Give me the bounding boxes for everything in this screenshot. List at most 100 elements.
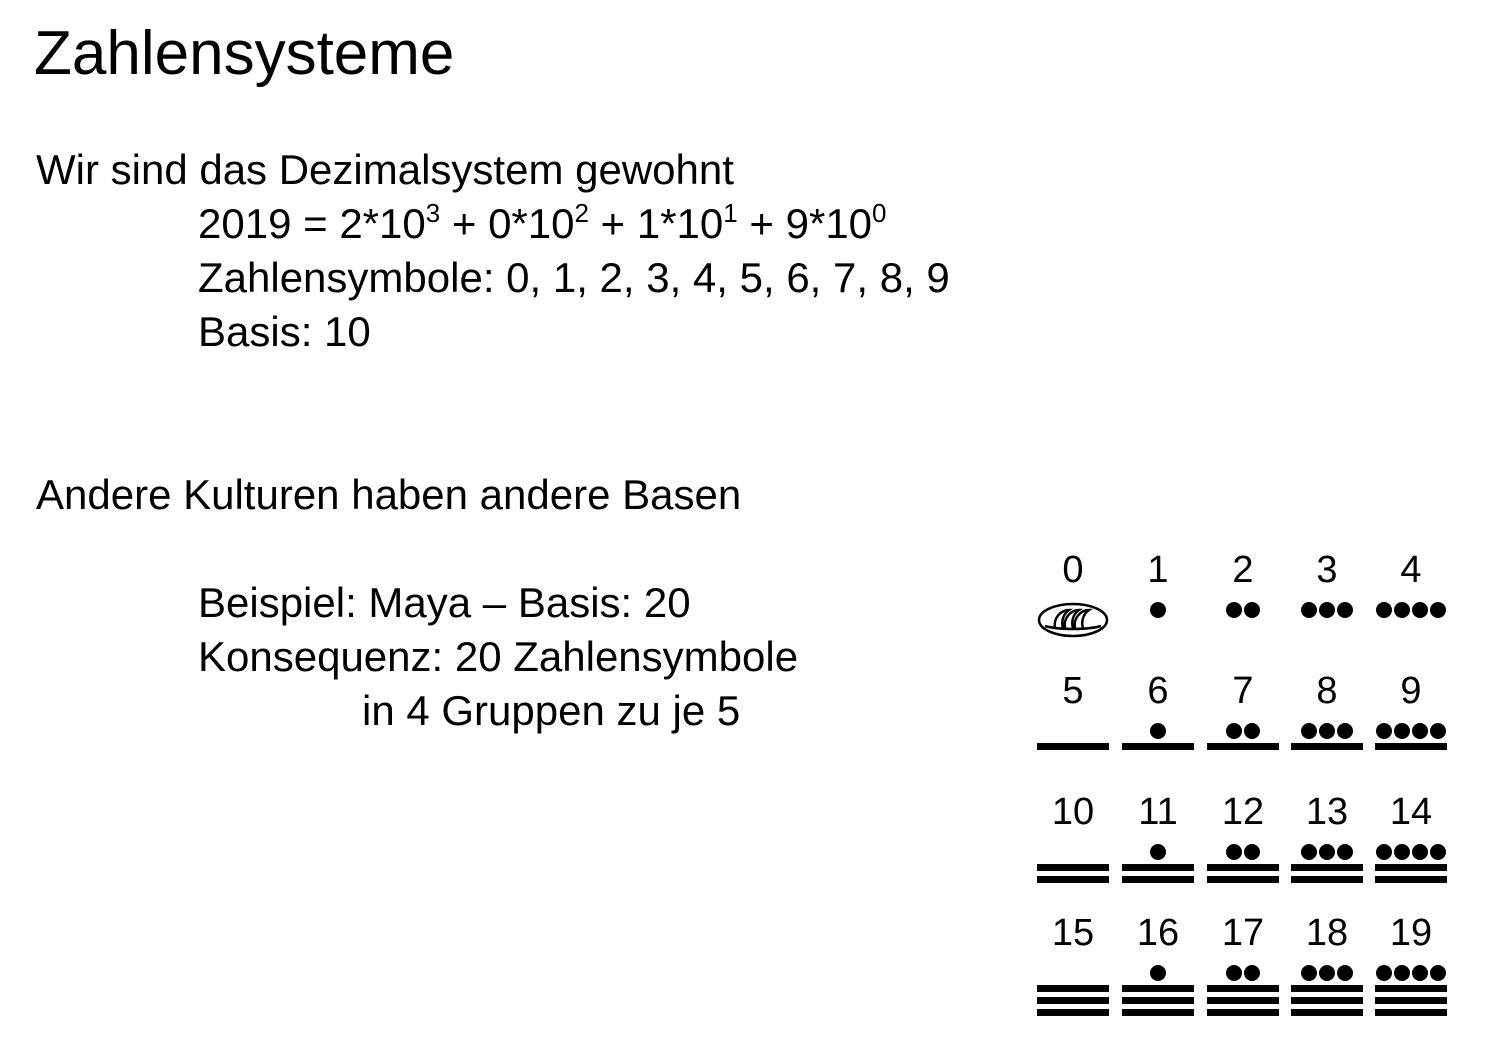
maya-number-label: 8 bbox=[1316, 670, 1338, 712]
maya-example: Beispiel: Maya – Basis: 20 bbox=[198, 579, 691, 626]
shell-icon bbox=[1037, 602, 1109, 638]
maya-dot bbox=[1244, 602, 1260, 618]
maya-bar bbox=[1291, 743, 1363, 750]
maya-dot bbox=[1150, 844, 1166, 860]
maya-number-label: 7 bbox=[1232, 670, 1254, 712]
maya-number-label: 2 bbox=[1232, 549, 1254, 591]
maya-number-label: 10 bbox=[1051, 791, 1095, 833]
maya-number-label: 0 bbox=[1062, 549, 1084, 591]
maya-dot bbox=[1226, 965, 1242, 981]
maya-glyph bbox=[1035, 600, 1111, 645]
maya-bar bbox=[1291, 997, 1363, 1004]
maya-bar bbox=[1037, 864, 1109, 871]
maya-bar bbox=[1122, 997, 1194, 1004]
maya-dot bbox=[1301, 602, 1317, 618]
maya-number-label: 15 bbox=[1051, 912, 1095, 954]
equation-term-1: 2*103 + bbox=[339, 198, 489, 247]
maya-number-label: 4 bbox=[1400, 549, 1422, 591]
maya-dot bbox=[1394, 723, 1410, 739]
maya-dot bbox=[1337, 602, 1353, 618]
maya-dot bbox=[1150, 723, 1166, 739]
maya-dot bbox=[1337, 723, 1353, 739]
equation-term-3: 1*101 + bbox=[636, 198, 786, 247]
maya-dot-row bbox=[1120, 723, 1196, 739]
maya-dot bbox=[1412, 965, 1428, 981]
maya-dot-row bbox=[1373, 602, 1449, 618]
maya-groups: in 4 Gruppen zu je 5 bbox=[362, 687, 741, 734]
maya-dot bbox=[1244, 965, 1260, 981]
maya-dot bbox=[1412, 723, 1428, 739]
maya-bar bbox=[1037, 985, 1109, 992]
maya-number-label: 11 bbox=[1138, 791, 1178, 833]
maya-dot bbox=[1376, 602, 1392, 618]
maya-dot bbox=[1319, 602, 1335, 618]
maya-bar bbox=[1291, 985, 1363, 992]
maya-number-label: 3 bbox=[1316, 549, 1338, 591]
maya-dot bbox=[1430, 965, 1446, 981]
maya-dot bbox=[1150, 965, 1166, 981]
maya-dot bbox=[1244, 723, 1260, 739]
maya-bar bbox=[1207, 876, 1279, 883]
maya-bar bbox=[1375, 985, 1447, 992]
maya-dot bbox=[1376, 844, 1392, 860]
maya-bar bbox=[1375, 743, 1447, 750]
maya-bar bbox=[1375, 1009, 1447, 1016]
maya-dot bbox=[1244, 844, 1260, 860]
maya-bar bbox=[1037, 743, 1109, 750]
maya-dot-row bbox=[1205, 844, 1281, 860]
maya-number-label: 19 bbox=[1389, 912, 1433, 954]
maya-dot-row bbox=[1205, 965, 1281, 981]
decimal-basis: Basis: 10 bbox=[198, 308, 371, 355]
maya-dot bbox=[1394, 844, 1410, 860]
maya-bar bbox=[1122, 985, 1194, 992]
maya-dot bbox=[1376, 965, 1392, 981]
maya-number-label: 13 bbox=[1305, 791, 1349, 833]
maya-dot bbox=[1301, 723, 1317, 739]
maya-dot bbox=[1430, 723, 1446, 739]
maya-bar bbox=[1291, 1009, 1363, 1016]
maya-numeral-table: 0 1 2 3 4 5 6 7 8 9 10 11 12 13 14 15 16 17 18 19 bbox=[1030, 548, 1460, 1038]
maya-number-label: 18 bbox=[1305, 912, 1349, 954]
maya-bar bbox=[1375, 864, 1447, 871]
maya-dot-row bbox=[1120, 965, 1196, 981]
maya-number-label: 9 bbox=[1400, 670, 1422, 712]
maya-bar bbox=[1207, 985, 1279, 992]
maya-dot bbox=[1394, 602, 1410, 618]
maya-dot-row bbox=[1289, 723, 1365, 739]
maya-dot bbox=[1150, 602, 1166, 618]
maya-bar bbox=[1037, 876, 1109, 883]
maya-dot bbox=[1430, 602, 1446, 618]
page-title: Zahlensysteme bbox=[34, 19, 455, 88]
maya-bar bbox=[1122, 876, 1194, 883]
maya-bar bbox=[1207, 997, 1279, 1004]
maya-bar bbox=[1122, 864, 1194, 871]
maya-dot-row bbox=[1289, 844, 1365, 860]
maya-dot bbox=[1394, 965, 1410, 981]
maya-dot-row bbox=[1120, 602, 1196, 618]
decimal-symbols: Zahlensymbole: 0, 1, 2, 3, 4, 5, 6, 7, 8… bbox=[198, 254, 950, 301]
maya-dot bbox=[1301, 844, 1317, 860]
maya-bar bbox=[1037, 997, 1109, 1004]
maya-number-label: 1 bbox=[1147, 549, 1169, 591]
maya-number-label: 16 bbox=[1136, 912, 1180, 954]
maya-bar bbox=[1375, 876, 1447, 883]
maya-number-label: 17 bbox=[1221, 912, 1265, 954]
maya-dot-row bbox=[1373, 965, 1449, 981]
maya-bar bbox=[1122, 743, 1194, 750]
maya-bar bbox=[1037, 1009, 1109, 1016]
maya-dot bbox=[1412, 844, 1428, 860]
maya-bar bbox=[1207, 864, 1279, 871]
maya-consequence: Konsequenz: 20 Zahlensymbole bbox=[198, 633, 799, 680]
decimal-heading: Wir sind das Dezimalsystem gewohnt bbox=[36, 146, 734, 193]
maya-dot bbox=[1337, 965, 1353, 981]
cultures-heading: Andere Kulturen haben andere Basen bbox=[36, 471, 742, 518]
maya-dot bbox=[1226, 844, 1242, 860]
maya-bar bbox=[1207, 743, 1279, 750]
maya-dot-row bbox=[1373, 723, 1449, 739]
maya-dot bbox=[1376, 723, 1392, 739]
maya-number-label: 14 bbox=[1389, 791, 1433, 833]
maya-bar bbox=[1291, 876, 1363, 883]
maya-dot-row bbox=[1205, 602, 1281, 618]
maya-dot-row bbox=[1120, 844, 1196, 860]
equation-term-2: 0*102 + bbox=[488, 198, 637, 247]
